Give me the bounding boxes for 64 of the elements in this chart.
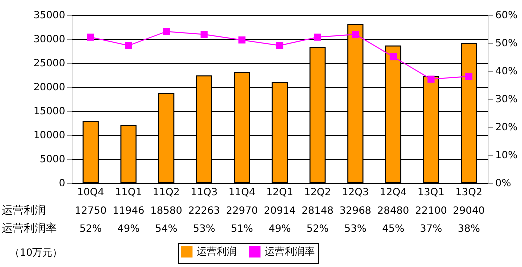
y-tick-label: 0 [59,178,66,190]
x-tick-label: 12Q1 [266,188,294,198]
y-tick-label: 15000 [34,106,66,118]
y2-tick-label: 10% [496,150,518,162]
y-tick-label: 10000 [34,130,66,142]
point [125,42,132,50]
y2-tick-label: 20% [496,122,518,134]
x-tick-label: 11Q3 [190,188,218,198]
data-label: 38% [458,224,480,235]
y-tick-label: 5000 [40,154,66,166]
legend-label: 运营利润率 [265,246,315,258]
y2-tick-label: 0% [496,178,512,190]
x-tick-label: 11Q4 [228,188,256,198]
x-tick-label: 12Q2 [304,188,332,198]
data-label: 12750 [75,206,107,217]
data-label: 32968 [340,206,372,217]
data-label: 51% [231,224,254,235]
y2-tick-label: 30% [496,94,518,106]
y-tick-label: 30000 [34,34,66,46]
data-label: 29040 [453,206,485,217]
y-tick-label: 35000 [34,10,66,22]
point [352,31,360,38]
x-tick-label: 13Q1 [418,188,445,198]
text: 运营利润 [2,204,46,217]
data-label: 49% [268,224,292,235]
legend-label: 运营利润 [197,246,237,258]
x-tick-label: 11Q1 [115,188,142,198]
data-label: 54% [155,224,178,235]
data-label: 53% [344,224,367,235]
y2-tick-label: 40% [496,66,518,78]
data-label: 37% [420,224,442,235]
point [390,53,397,61]
point [163,28,170,36]
point [238,36,246,44]
data-label: 49% [118,224,140,235]
x-tick-label: 10Q4 [77,188,104,198]
data-label: 22100 [415,206,448,217]
data-label: 45% [382,224,405,235]
data-label: 11946 [112,206,145,217]
data-label: 22970 [226,206,258,217]
data-label: 53% [193,224,216,235]
x-tick-label: 11Q2 [153,188,180,198]
text: 运营利润率 [2,222,57,235]
x-tick-label: 12Q4 [380,188,407,198]
data-label: 28480 [378,206,410,217]
data-label: 28148 [302,206,334,217]
data-label: 52% [80,224,102,235]
y2-tick-label: 60% [496,10,518,22]
data-label: 18580 [150,206,182,217]
point [428,76,435,83]
data-label: 22263 [188,206,220,217]
data-label: 20914 [264,206,296,217]
point [87,34,94,41]
x-tick-label: 13Q2 [456,188,483,198]
y-tick-label: 20000 [34,82,66,94]
data-label: 52% [306,224,329,235]
point [276,42,284,50]
y-tick-label: 25000 [34,58,66,70]
point [314,34,322,41]
y2-tick-label: 50% [496,38,518,50]
point [466,73,473,80]
x-tick-label: 12Q3 [342,188,370,198]
text: （10万元） [10,248,63,259]
point [200,31,208,38]
